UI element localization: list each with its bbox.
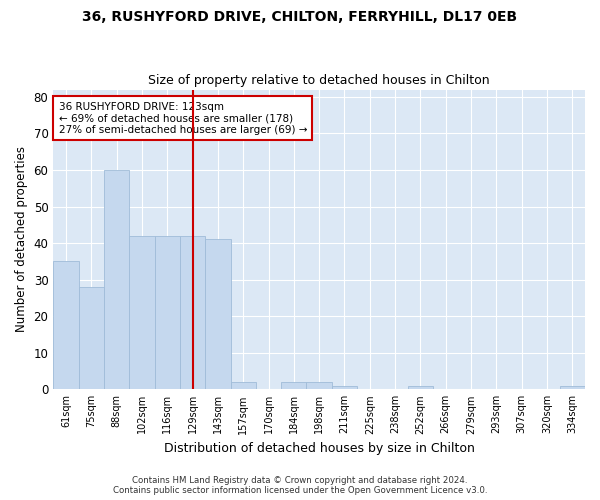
Text: Contains HM Land Registry data © Crown copyright and database right 2024.
Contai: Contains HM Land Registry data © Crown c… <box>113 476 487 495</box>
Y-axis label: Number of detached properties: Number of detached properties <box>15 146 28 332</box>
Bar <box>332 386 357 390</box>
Bar <box>560 386 585 390</box>
Text: 36, RUSHYFORD DRIVE, CHILTON, FERRYHILL, DL17 0EB: 36, RUSHYFORD DRIVE, CHILTON, FERRYHILL,… <box>82 10 518 24</box>
Bar <box>79 287 104 390</box>
Bar <box>53 262 79 390</box>
Bar <box>281 382 307 390</box>
Title: Size of property relative to detached houses in Chilton: Size of property relative to detached ho… <box>148 74 490 87</box>
Bar <box>307 382 332 390</box>
Bar <box>408 386 433 390</box>
Bar <box>129 236 155 390</box>
Text: 36 RUSHYFORD DRIVE: 123sqm
← 69% of detached houses are smaller (178)
27% of sem: 36 RUSHYFORD DRIVE: 123sqm ← 69% of deta… <box>59 102 307 134</box>
Bar <box>155 236 180 390</box>
X-axis label: Distribution of detached houses by size in Chilton: Distribution of detached houses by size … <box>164 442 475 455</box>
Bar <box>104 170 129 390</box>
Bar <box>180 236 205 390</box>
Bar <box>205 240 230 390</box>
Bar <box>230 382 256 390</box>
